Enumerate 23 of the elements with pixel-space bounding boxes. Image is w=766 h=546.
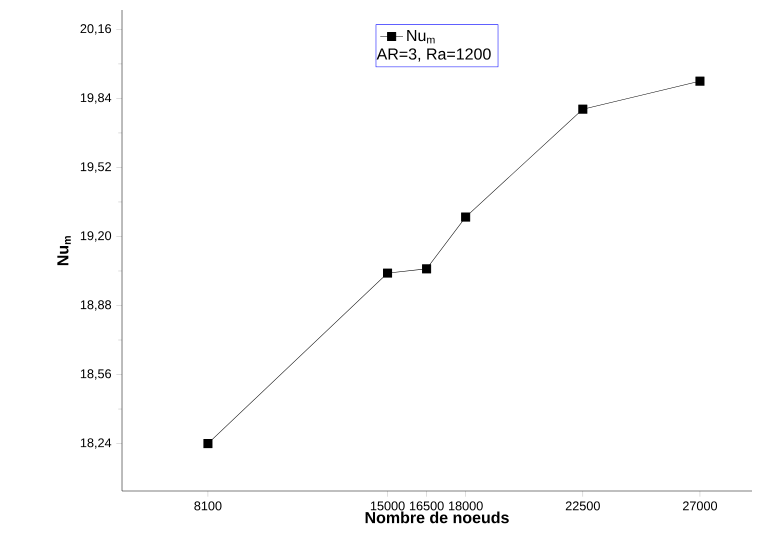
- y-tick-label: 18,24: [80, 438, 112, 449]
- point: [461, 212, 470, 222]
- y-tick-label: 19,20: [80, 231, 112, 242]
- y-tick-label: 18,88: [80, 300, 112, 311]
- x-tick-label: 27000: [682, 501, 718, 510]
- x-tick-label: 22500: [566, 501, 600, 510]
- y-axis-title: Nu$_{m}$: [57, 236, 71, 266]
- y-tick-label: 20,16: [80, 24, 112, 35]
- point: [578, 104, 588, 114]
- y-tick-label: 19,52: [80, 162, 111, 173]
- y-tick-label: 19,84: [80, 93, 112, 104]
- x-tick-label: 18000: [448, 501, 483, 510]
- x-tick-label: 8100: [194, 501, 222, 510]
- legend-label: Nu$_{m}$: [407, 30, 435, 44]
- x-tick-label: 15000: [370, 501, 405, 510]
- legend-title: AR=3, Ra=1200: [376, 48, 491, 62]
- y-tick-label: 18,56: [80, 369, 112, 380]
- x-tick-label: 16500: [410, 501, 444, 510]
- point: [422, 264, 432, 274]
- point: [203, 439, 212, 448]
- point: [695, 76, 704, 86]
- point: [383, 268, 392, 278]
- x-axis-title: Nombre de noeuds: [366, 512, 509, 524]
